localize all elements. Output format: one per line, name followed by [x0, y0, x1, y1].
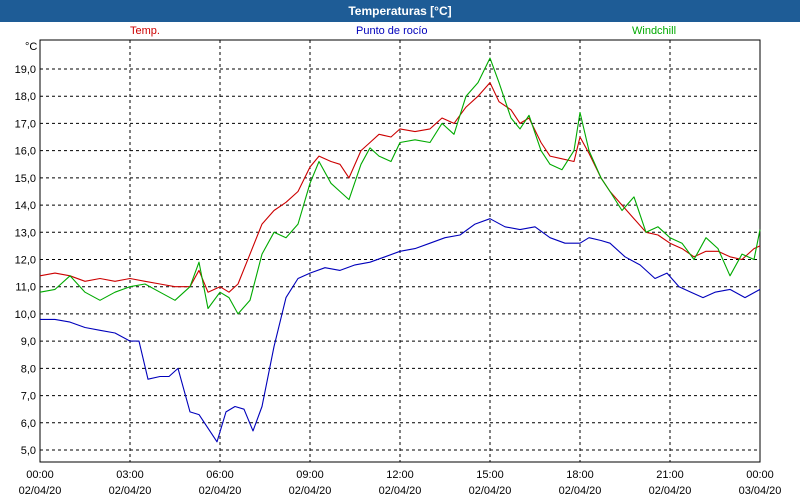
axis-ticks: 5,0 6,0 7,0 8,0 9,0 10,0 11,0 12,0 13,0 14,0 15,0 1…	[15, 64, 782, 497]
x-tick-time: 03:00	[116, 469, 144, 481]
y-tick-label: 8,0	[21, 363, 36, 375]
x-tick-time: 21:00	[656, 469, 684, 481]
legend-windchill: Windchill	[632, 25, 677, 37]
x-tick-time: 15:00	[476, 469, 504, 481]
y-tick-label: 13,0	[15, 227, 36, 239]
series-line-dew-point	[40, 218, 761, 443]
legend-temp: Temp.	[130, 25, 160, 37]
y-tick-label: 12,0	[15, 255, 36, 267]
y-tick-label: 10,0	[15, 309, 36, 321]
x-tick-date: 02/04/20	[649, 485, 692, 497]
legend-dew-point: Punto de rocío	[356, 25, 428, 37]
series-line-windchill	[39, 57, 761, 315]
y-tick-label: 7,0	[21, 391, 36, 403]
y-tick-label: 5,0	[21, 445, 36, 457]
x-tick-time: 18:00	[566, 469, 594, 481]
y-tick-label: 19,0	[15, 64, 36, 76]
x-tick-date: 02/04/20	[199, 485, 242, 497]
x-tick-time: 00:00	[746, 469, 774, 481]
x-tick-date: 03/04/20	[739, 485, 782, 497]
y-tick-label: 16,0	[15, 146, 36, 158]
series-line-temp	[39, 82, 761, 293]
x-tick-date: 02/04/20	[289, 485, 332, 497]
y-tick-label: 9,0	[21, 336, 36, 348]
y-tick-label: 6,0	[21, 418, 36, 430]
x-tick-date: 02/04/20	[19, 485, 62, 497]
y-tick-label: 14,0	[15, 200, 36, 212]
x-tick-time: 12:00	[386, 469, 414, 481]
x-tick-date: 02/04/20	[109, 485, 152, 497]
chart-title: Temperaturas [°C]	[0, 0, 800, 22]
x-tick-time: 00:00	[26, 469, 54, 481]
y-tick-label: 15,0	[15, 173, 36, 185]
y-tick-label: 11,0	[15, 282, 36, 294]
series-lines	[39, 57, 761, 443]
x-tick-date: 02/04/20	[559, 485, 602, 497]
x-tick-date: 02/04/20	[469, 485, 512, 497]
y-tick-label: 18,0	[15, 91, 36, 103]
y-tick-label: 17,0	[15, 118, 36, 130]
y-axis-unit-label: °C	[25, 41, 37, 53]
x-tick-date: 02/04/20	[379, 485, 422, 497]
x-tick-time: 06:00	[206, 469, 234, 481]
x-tick-time: 09:00	[296, 469, 324, 481]
